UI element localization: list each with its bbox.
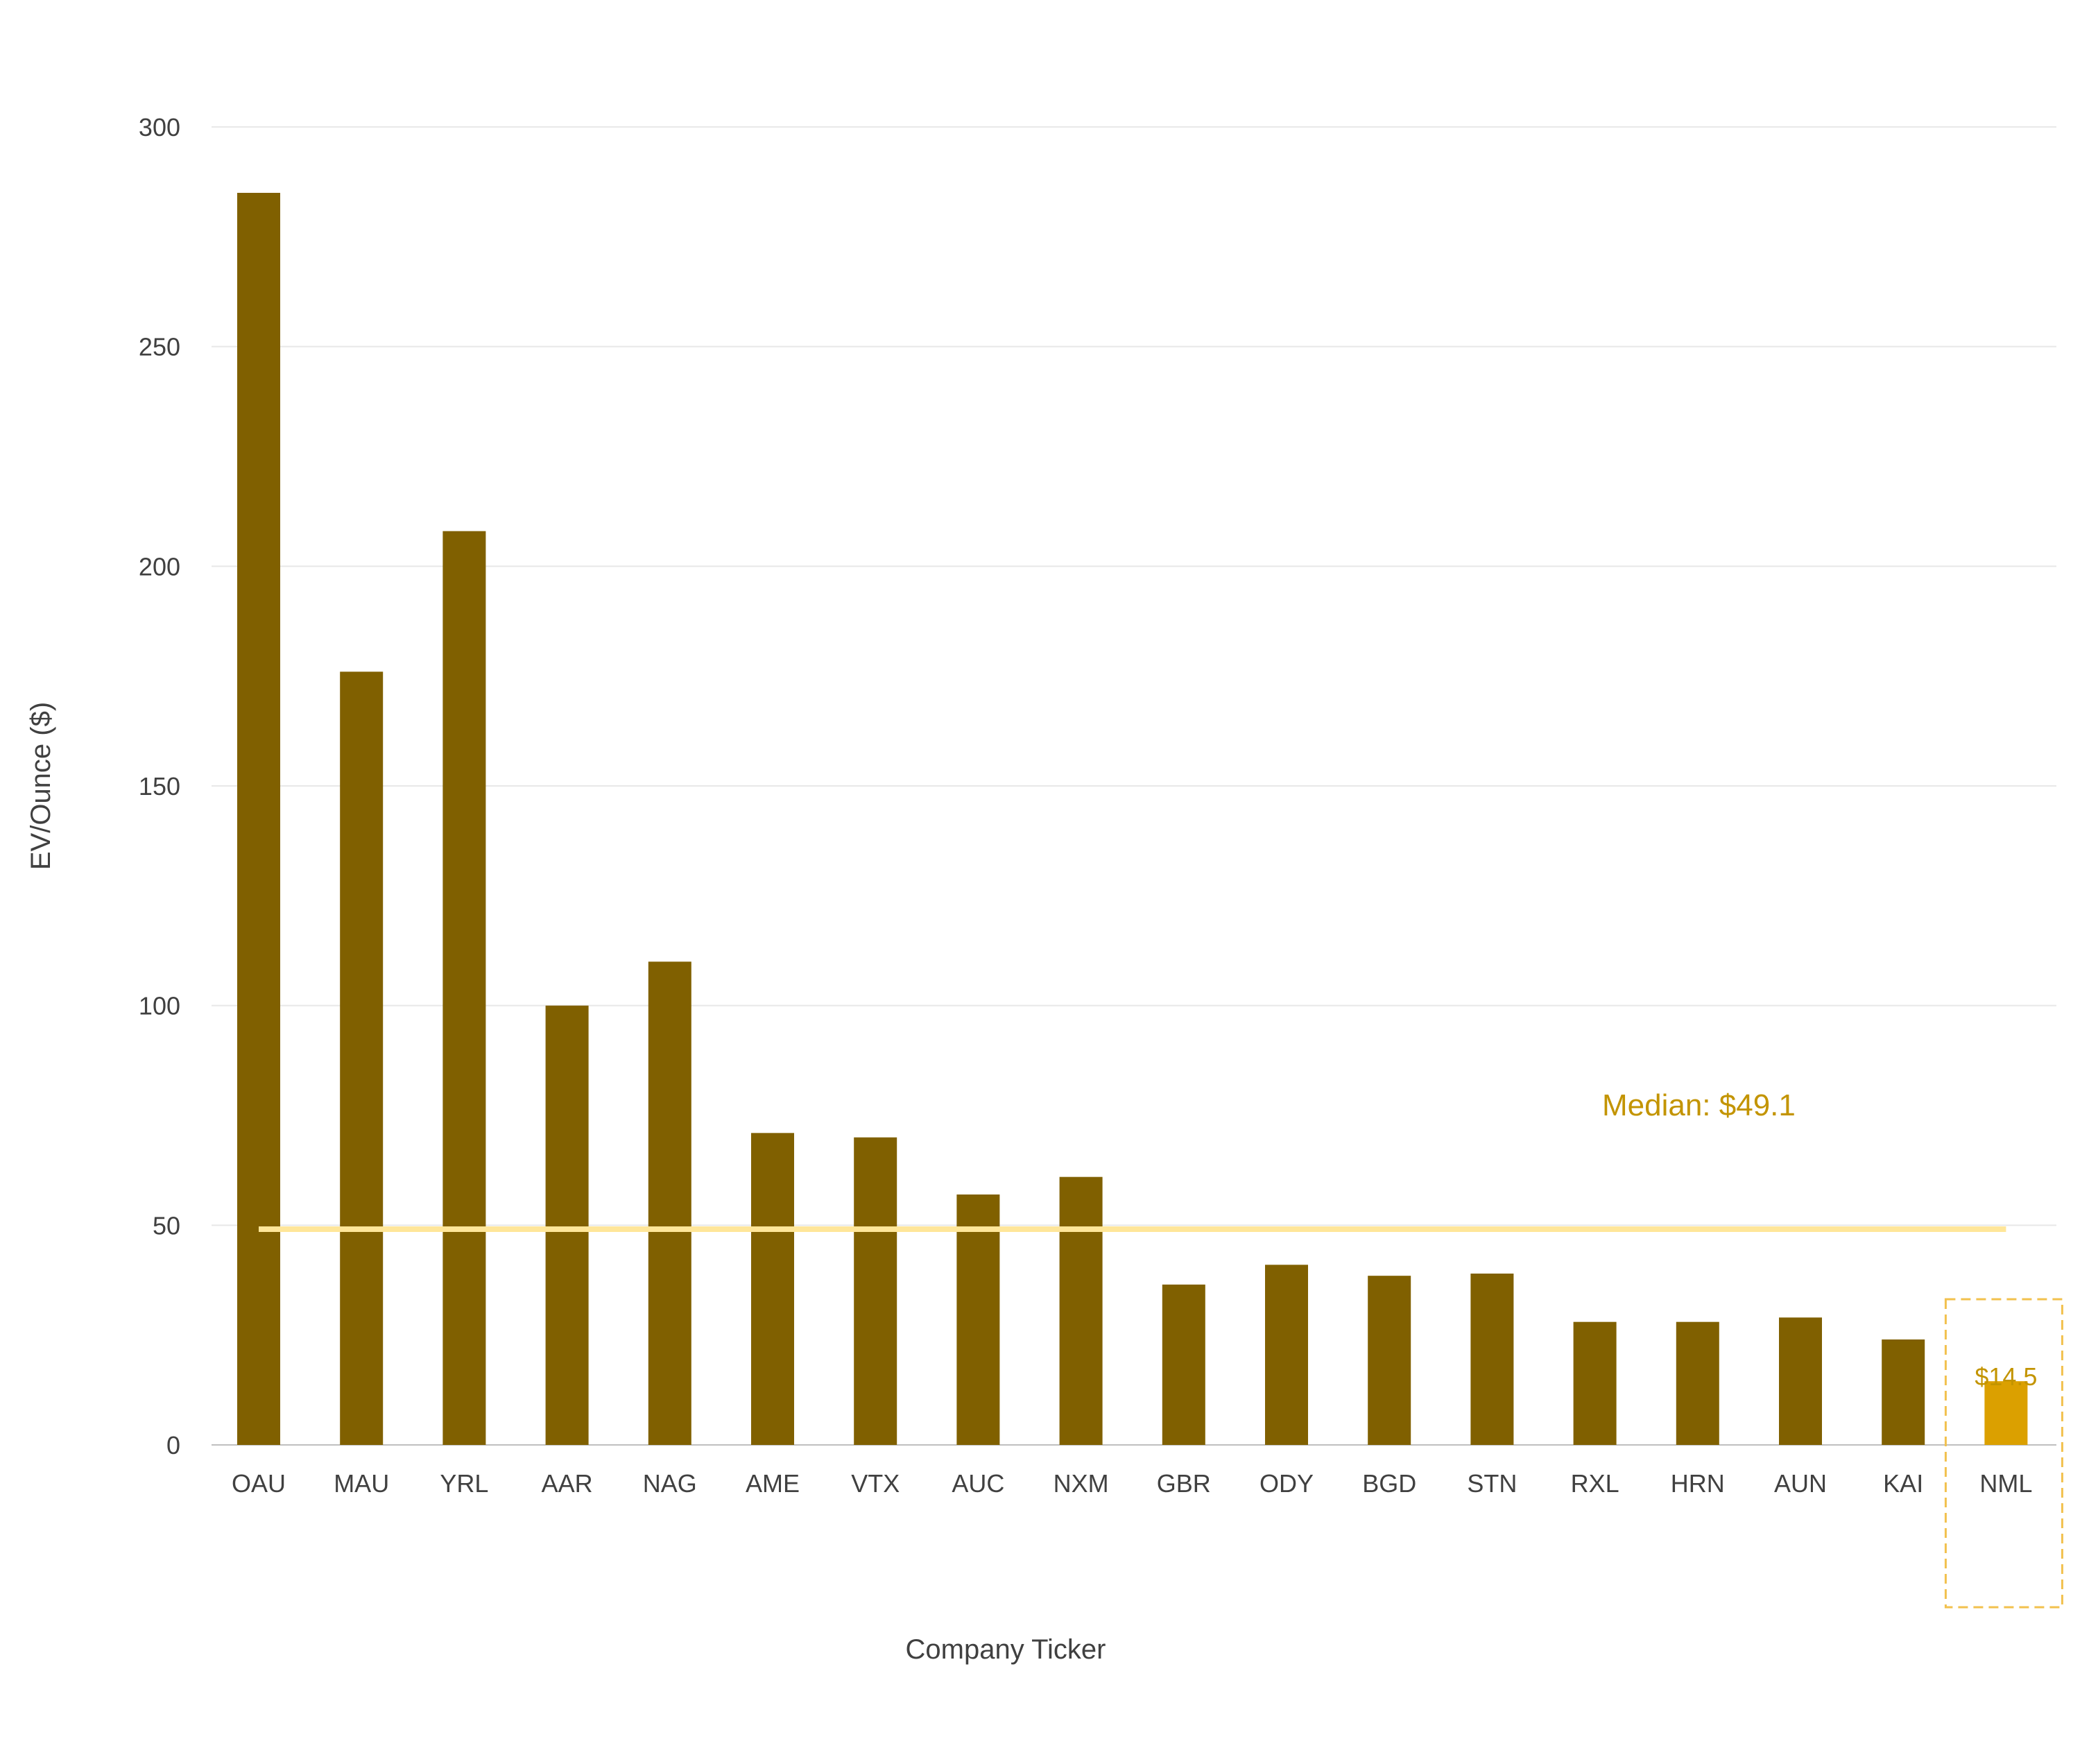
x-tick-label: AAR <box>542 1469 593 1498</box>
bar-hrn <box>1676 1321 1719 1445</box>
bar-vtx <box>854 1137 897 1445</box>
bar-aar <box>545 1005 589 1445</box>
bar-nml <box>1984 1381 2028 1445</box>
median-layer: Median: $49.1 <box>259 1088 2006 1233</box>
x-tick-label: BGD <box>1362 1469 1416 1498</box>
x-tick-label: MAU <box>334 1469 389 1498</box>
x-tick-label: NML <box>1979 1469 2032 1498</box>
bar-nxm <box>1059 1176 1103 1445</box>
x-tick-label: NXM <box>1054 1469 1109 1498</box>
bar-oau <box>237 193 280 1445</box>
x-tick-label: AUN <box>1774 1469 1827 1498</box>
bar-mau <box>340 671 384 1446</box>
x-tick-label: ODY <box>1259 1469 1314 1498</box>
median-label: Median: $49.1 <box>1602 1088 1796 1122</box>
bar-ame <box>751 1133 794 1445</box>
bar-rxl <box>1573 1321 1617 1445</box>
x-tick-label: GBR <box>1157 1469 1211 1498</box>
bars <box>237 193 2028 1446</box>
y-tick-label: 0 <box>166 1431 180 1459</box>
x-tick-label: AUC <box>952 1469 1004 1498</box>
y-tick-label: 100 <box>139 992 180 1020</box>
bar-ody <box>1265 1265 1308 1445</box>
y-tick-label: 50 <box>153 1211 180 1240</box>
y-tick-label: 200 <box>139 552 180 581</box>
bar-bgd <box>1368 1276 1411 1445</box>
x-tick-label: HRN <box>1671 1469 1725 1498</box>
bar-nag <box>648 961 691 1445</box>
bar-kai <box>1882 1339 1925 1445</box>
x-tick-label: YRL <box>440 1469 488 1498</box>
bar-auc <box>956 1194 1000 1445</box>
bar-stn <box>1470 1274 1514 1445</box>
y-tick-label: 250 <box>139 333 180 361</box>
bar-yrl <box>442 531 486 1445</box>
x-tick-label: AME <box>746 1469 800 1498</box>
x-tick-label: VTX <box>851 1469 900 1498</box>
bar-gbr <box>1162 1284 1205 1445</box>
x-axis-ticks: OAU MAU YRL AAR NAG AME VTX AUC NXM GBR ODY BGD STN R… <box>232 1469 2032 1498</box>
y-tick-label: 300 <box>139 113 180 142</box>
x-tick-label: OAU <box>232 1469 286 1498</box>
x-tick-label: STN <box>1467 1469 1517 1498</box>
y-axis-title: EV/Ounce ($) <box>26 702 56 870</box>
bar-aun <box>1779 1317 1822 1445</box>
y-axis-ticks: 0 50 100 150 200 250 300 <box>139 113 180 1459</box>
gridlines <box>212 126 2056 1446</box>
x-tick-label: KAI <box>1883 1469 1923 1498</box>
x-tick-label: RXL <box>1571 1469 1619 1498</box>
highlight-layer: $14.5 <box>1944 1298 2063 1609</box>
x-axis-title: Company Ticker <box>906 1634 1106 1665</box>
highlight-value-label: $14.5 <box>1975 1362 2037 1391</box>
y-tick-label: 150 <box>139 772 180 800</box>
highlight-box <box>1944 1298 2063 1609</box>
x-tick-label: NAG <box>643 1469 697 1498</box>
